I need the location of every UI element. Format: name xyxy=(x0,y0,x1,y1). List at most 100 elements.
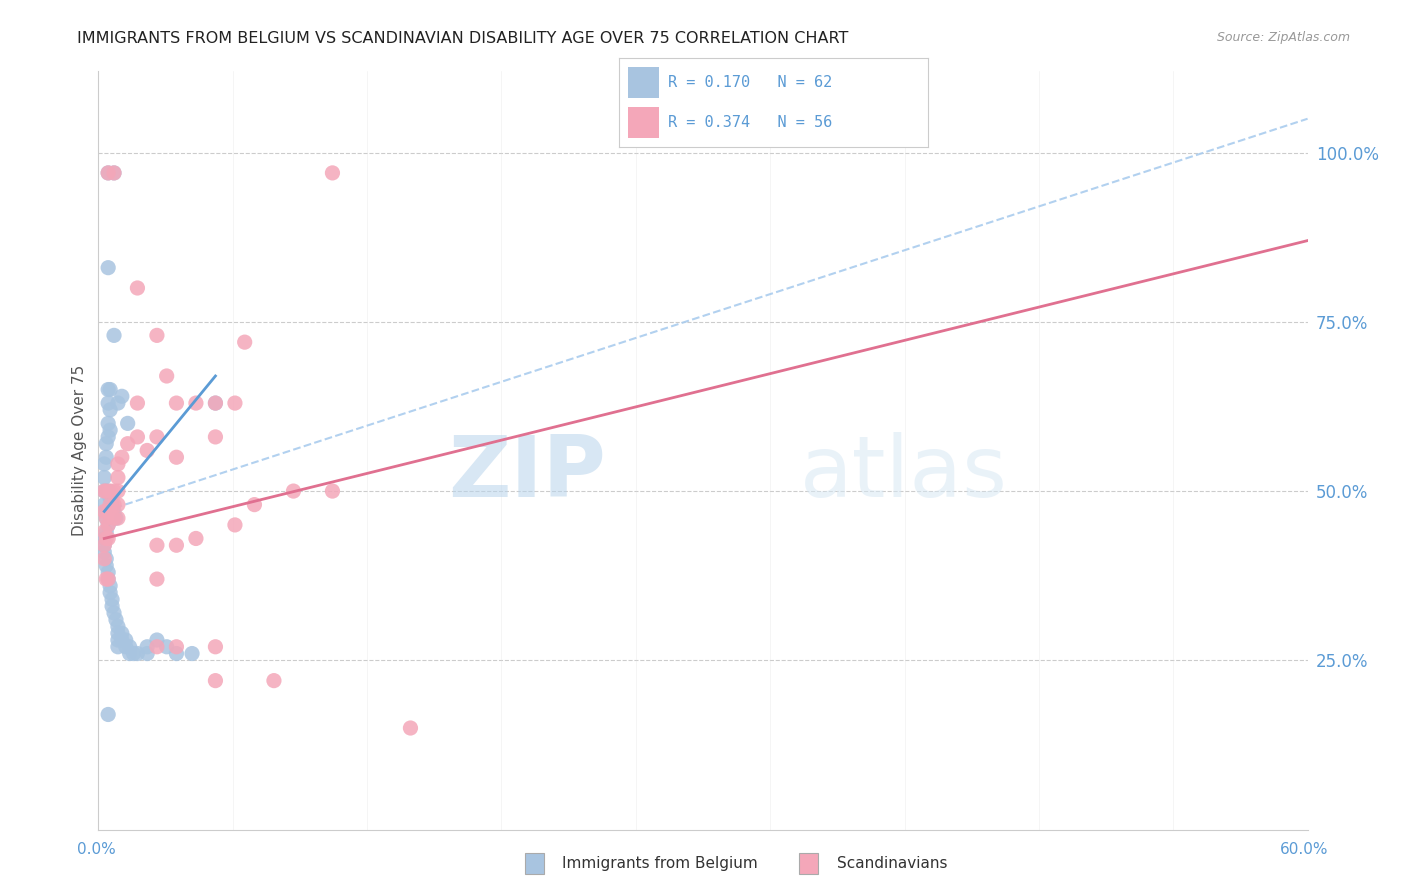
Point xyxy=(93,484,115,499)
Text: R = 0.374   N = 56: R = 0.374 N = 56 xyxy=(668,115,832,130)
Point xyxy=(127,281,149,295)
Point xyxy=(103,498,125,512)
Point xyxy=(204,396,226,410)
Point xyxy=(93,524,115,539)
Point xyxy=(96,551,118,566)
Y-axis label: Disability Age Over 75: Disability Age Over 75 xyxy=(72,365,87,536)
Point xyxy=(181,647,204,661)
Point xyxy=(146,633,169,648)
Point xyxy=(204,430,226,444)
Point xyxy=(103,166,125,180)
Point xyxy=(184,396,207,410)
Point xyxy=(98,491,121,505)
Text: ZIP: ZIP xyxy=(449,432,606,515)
Point xyxy=(103,504,125,518)
Point xyxy=(321,484,343,499)
Point xyxy=(96,558,118,573)
Point xyxy=(107,633,129,648)
Point xyxy=(107,640,129,654)
Point xyxy=(321,166,343,180)
Point xyxy=(98,579,121,593)
Point xyxy=(98,423,121,437)
Point xyxy=(97,572,120,586)
Point xyxy=(93,504,115,518)
Point xyxy=(101,599,124,614)
Point xyxy=(204,640,226,654)
Point xyxy=(146,538,169,552)
Point xyxy=(156,640,179,654)
Point xyxy=(127,430,149,444)
Point xyxy=(399,721,422,735)
Point xyxy=(97,572,120,586)
Point xyxy=(96,504,118,518)
Point xyxy=(96,450,118,465)
Text: Scandinavians: Scandinavians xyxy=(837,856,948,871)
Point xyxy=(165,538,187,552)
Point xyxy=(111,450,134,465)
Point xyxy=(97,504,120,518)
Point xyxy=(156,369,179,384)
Point xyxy=(93,532,115,546)
Point xyxy=(127,396,149,410)
Point xyxy=(103,166,125,180)
Point xyxy=(97,166,120,180)
Point xyxy=(97,566,120,580)
Point xyxy=(117,436,139,450)
Point xyxy=(93,538,115,552)
Point xyxy=(97,260,120,275)
Point xyxy=(93,498,115,512)
Point xyxy=(97,417,120,431)
Point xyxy=(111,633,134,648)
Point xyxy=(127,647,149,661)
Point xyxy=(107,470,129,484)
Text: 0.0%: 0.0% xyxy=(77,842,117,856)
Point xyxy=(107,457,129,471)
Text: Immigrants from Belgium: Immigrants from Belgium xyxy=(562,856,758,871)
Point xyxy=(283,484,305,499)
Point xyxy=(97,484,120,499)
Point xyxy=(111,389,134,403)
Point xyxy=(204,673,226,688)
Point xyxy=(93,545,115,559)
Point xyxy=(98,383,121,397)
Point xyxy=(96,572,118,586)
Point xyxy=(98,498,121,512)
Point xyxy=(104,511,127,525)
Point xyxy=(96,532,118,546)
Point xyxy=(233,335,256,350)
Point xyxy=(97,430,120,444)
Point xyxy=(107,498,129,512)
Point xyxy=(165,450,187,465)
Point xyxy=(97,166,120,180)
Bar xyxy=(628,67,659,98)
Point xyxy=(98,402,121,417)
Point xyxy=(118,647,141,661)
Point xyxy=(107,619,129,633)
Text: R = 0.170   N = 62: R = 0.170 N = 62 xyxy=(668,75,832,90)
Point xyxy=(96,511,118,525)
Point xyxy=(103,511,125,525)
Point xyxy=(111,626,134,640)
Point xyxy=(114,640,136,654)
Point xyxy=(165,396,187,410)
Point xyxy=(146,572,169,586)
Point xyxy=(146,640,169,654)
Point xyxy=(136,647,159,661)
Point xyxy=(243,498,266,512)
Point xyxy=(184,532,207,546)
Point xyxy=(96,484,118,499)
Text: IMMIGRANTS FROM BELGIUM VS SCANDINAVIAN DISABILITY AGE OVER 75 CORRELATION CHART: IMMIGRANTS FROM BELGIUM VS SCANDINAVIAN … xyxy=(77,31,849,46)
Point xyxy=(224,517,246,532)
Point xyxy=(136,640,159,654)
Point xyxy=(118,640,141,654)
Text: atlas: atlas xyxy=(800,432,1008,515)
Point xyxy=(93,457,115,471)
Point xyxy=(107,484,129,499)
Point xyxy=(107,396,129,410)
Point xyxy=(165,640,187,654)
Point xyxy=(103,328,125,343)
Point xyxy=(97,396,120,410)
Point xyxy=(96,511,118,525)
Point xyxy=(103,484,125,499)
Point xyxy=(93,551,115,566)
